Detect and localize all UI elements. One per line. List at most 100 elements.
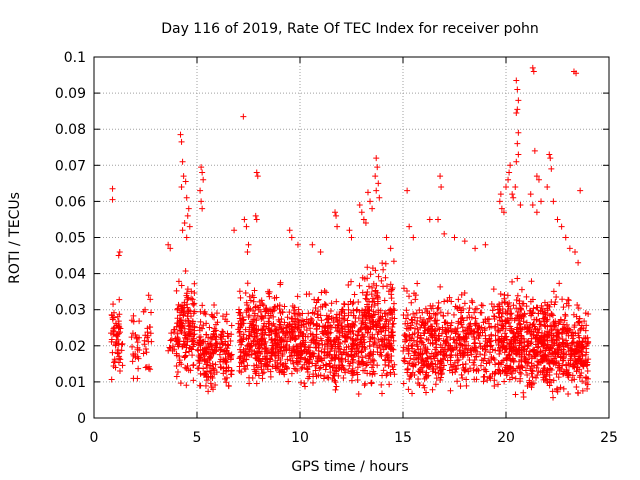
data-point xyxy=(407,334,414,341)
data-point xyxy=(354,371,361,378)
data-point xyxy=(223,311,230,318)
data-point xyxy=(364,264,371,271)
data-point xyxy=(582,327,589,334)
data-point xyxy=(305,310,312,317)
data-point xyxy=(503,183,509,190)
data-point xyxy=(199,302,206,309)
data-point xyxy=(418,334,425,341)
data-point xyxy=(185,317,192,324)
data-point xyxy=(545,344,552,351)
data-point xyxy=(411,314,418,321)
data-point xyxy=(207,380,214,387)
data-point xyxy=(409,390,416,397)
data-point xyxy=(116,367,123,374)
data-point xyxy=(338,366,345,373)
data-point xyxy=(528,353,535,360)
data-point xyxy=(385,342,392,349)
data-point xyxy=(566,245,573,252)
data-point xyxy=(410,234,417,241)
data-point xyxy=(190,341,197,348)
data-point xyxy=(377,315,384,322)
data-point xyxy=(363,361,370,368)
data-point xyxy=(245,335,252,342)
data-point xyxy=(252,212,259,219)
data-point xyxy=(148,338,155,345)
data-point xyxy=(416,307,423,314)
data-point xyxy=(556,280,563,287)
data-point xyxy=(177,380,184,387)
data-point xyxy=(494,381,501,388)
data-point xyxy=(189,352,196,359)
data-point xyxy=(298,365,305,372)
data-point xyxy=(370,341,377,348)
data-point xyxy=(383,318,390,325)
data-point xyxy=(374,164,381,171)
data-point xyxy=(199,169,206,176)
data-point xyxy=(438,360,445,367)
data-point xyxy=(403,336,410,343)
data-point xyxy=(499,368,506,375)
data-point xyxy=(516,320,523,327)
data-point xyxy=(128,334,135,341)
data-point xyxy=(253,169,260,176)
data-point xyxy=(289,321,296,328)
data-point xyxy=(550,198,557,205)
data-point xyxy=(488,323,495,330)
data-point xyxy=(259,375,266,382)
data-point xyxy=(346,227,353,234)
data-point xyxy=(447,322,454,329)
data-point xyxy=(383,372,390,379)
y-tick-label: 0.04 xyxy=(55,267,86,283)
data-point xyxy=(258,358,265,365)
data-point xyxy=(316,353,323,360)
data-point xyxy=(541,322,548,329)
data-point xyxy=(403,325,410,332)
data-point xyxy=(317,248,324,255)
data-point xyxy=(305,375,312,382)
data-point xyxy=(501,349,508,356)
data-point xyxy=(364,289,371,296)
data-point xyxy=(558,223,565,230)
data-point xyxy=(423,389,430,396)
data-point xyxy=(306,290,313,297)
data-point xyxy=(518,363,525,370)
data-point xyxy=(582,310,589,317)
data-point xyxy=(579,339,586,346)
data-point xyxy=(359,318,366,325)
data-point xyxy=(292,310,299,317)
data-point xyxy=(388,295,395,302)
x-tick-label: 20 xyxy=(497,430,515,446)
data-point xyxy=(278,316,285,323)
data-point xyxy=(405,386,412,393)
data-point xyxy=(420,357,427,364)
data-point xyxy=(261,361,268,368)
data-point xyxy=(288,325,295,332)
data-point xyxy=(370,368,377,375)
data-point xyxy=(359,354,366,361)
data-point xyxy=(408,299,415,306)
data-point xyxy=(424,309,431,316)
data-point xyxy=(188,346,195,353)
data-point xyxy=(523,348,530,355)
data-point xyxy=(528,360,535,367)
data-point xyxy=(383,323,390,330)
data-point xyxy=(534,372,541,379)
data-point xyxy=(431,317,438,324)
data-point xyxy=(246,324,253,331)
data-point xyxy=(419,319,426,326)
data-point xyxy=(325,352,332,359)
data-point xyxy=(482,347,489,354)
data-point xyxy=(516,378,523,385)
data-point xyxy=(569,350,576,357)
data-point xyxy=(483,360,490,367)
data-point xyxy=(175,278,182,285)
data-point xyxy=(348,278,355,285)
data-point xyxy=(510,194,517,201)
data-point xyxy=(116,296,123,303)
data-point xyxy=(348,352,355,359)
data-point xyxy=(496,306,503,313)
data-point xyxy=(510,302,517,309)
data-point xyxy=(482,318,489,325)
data-point xyxy=(207,354,214,361)
data-point xyxy=(339,306,346,313)
